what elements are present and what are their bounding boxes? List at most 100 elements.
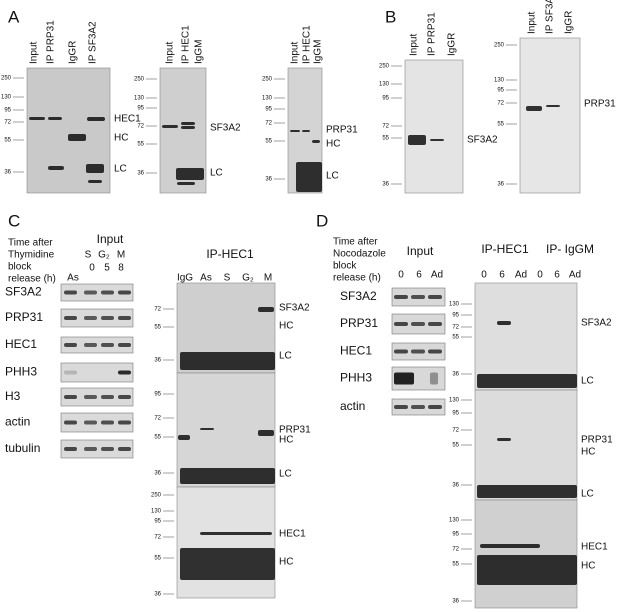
lane-label: IgGR: [447, 33, 458, 56]
header-line: release (h): [333, 273, 381, 284]
marker-label: 55: [497, 122, 504, 128]
lane-label: 8: [118, 263, 124, 274]
marker-label: 130: [134, 96, 145, 102]
band: [84, 420, 97, 425]
strip-label: tubulin: [5, 441, 40, 455]
marker-label: 36: [137, 171, 144, 177]
phase-label: M: [117, 250, 125, 261]
band: [428, 405, 442, 409]
band: [64, 316, 77, 320]
blot: [474, 389, 578, 501]
band: [86, 164, 104, 173]
lane-label: 0: [89, 263, 95, 274]
band: [64, 370, 77, 375]
strip-label: SF3A2: [5, 285, 42, 299]
band: [101, 420, 114, 425]
marker-label: 55: [265, 139, 272, 145]
band: [118, 370, 131, 375]
band: [477, 485, 577, 498]
band: [430, 372, 438, 385]
strip-label: SF3A2: [340, 289, 377, 303]
marker-label: 36: [265, 177, 272, 183]
band: [258, 307, 274, 312]
marker-label: 72: [154, 307, 161, 313]
lane-label: IP SF3A2: [545, 0, 556, 34]
marker-label: 95: [452, 532, 459, 538]
marker-label: 36: [154, 471, 161, 477]
marker-label: 250: [1, 76, 12, 82]
lane-label: Input: [29, 42, 40, 64]
marker-label: 250: [379, 64, 390, 70]
band-label: SF3A2: [467, 135, 498, 146]
band: [181, 126, 195, 129]
band: [29, 117, 45, 120]
band: [477, 374, 577, 388]
header-line: block: [333, 261, 357, 272]
band: [296, 162, 322, 192]
marker-label: 55: [452, 335, 459, 341]
band: [64, 343, 77, 347]
marker-label: 95: [382, 96, 389, 102]
band: [48, 117, 62, 120]
marker-label: 36: [452, 483, 459, 489]
band-label: HEC1: [279, 529, 306, 540]
band: [87, 117, 105, 121]
marker-label: 95: [497, 88, 504, 94]
lane-label: 6: [499, 270, 505, 281]
marker-label: 36: [154, 358, 161, 364]
band-label: HC: [279, 321, 293, 332]
band: [101, 447, 114, 451]
lane-label: Ad: [431, 270, 443, 281]
lane-label: IgGR: [68, 41, 79, 64]
input-title: Input: [97, 232, 124, 246]
band: [84, 395, 97, 399]
marker-label: 95: [154, 392, 161, 398]
marker-label: 36: [4, 170, 11, 176]
blot: [474, 499, 578, 609]
strip-label: HEC1: [5, 337, 37, 351]
lane-label: IgGM: [313, 40, 324, 64]
band: [88, 180, 102, 183]
band: [428, 322, 442, 326]
band: [411, 405, 425, 409]
phase-label: G₂: [98, 250, 110, 261]
panel-letter: C: [8, 211, 20, 230]
marker-label: 130: [151, 509, 162, 515]
band-label: PRP31: [279, 425, 311, 436]
band-label: LC: [279, 469, 292, 480]
marker-label: 72: [497, 101, 504, 107]
marker-label: 72: [154, 535, 161, 541]
marker-label: 72: [382, 124, 389, 130]
marker-label: 130: [449, 518, 460, 524]
strip-label: HEC1: [340, 344, 372, 358]
band: [64, 420, 77, 425]
marker-label: 95: [154, 519, 161, 525]
band: [394, 372, 414, 385]
marker-label: 130: [494, 78, 505, 84]
band: [101, 290, 114, 295]
header-line: Thymidine: [8, 250, 55, 261]
marker-label: 130: [379, 82, 390, 88]
lane-label: IgGM: [194, 40, 205, 64]
band: [477, 555, 577, 585]
marker-label: 72: [154, 416, 161, 422]
band: [68, 134, 86, 141]
marker-label: 55: [154, 556, 161, 562]
marker-label: 130: [449, 302, 460, 308]
band: [497, 438, 511, 441]
band-label: HC: [279, 557, 293, 568]
band: [394, 322, 408, 326]
band-label: LC: [326, 171, 339, 182]
band: [200, 532, 272, 535]
band: [312, 140, 320, 143]
marker-label: 55: [4, 138, 11, 144]
lane-label: M: [264, 273, 272, 284]
band-label: LC: [581, 376, 594, 387]
band: [48, 166, 64, 170]
lane-label: IP PRP31: [427, 12, 438, 56]
band: [118, 447, 131, 451]
strip-label: PHH3: [340, 371, 372, 385]
marker-label: 95: [137, 106, 144, 112]
header-line: release (h): [8, 274, 56, 285]
